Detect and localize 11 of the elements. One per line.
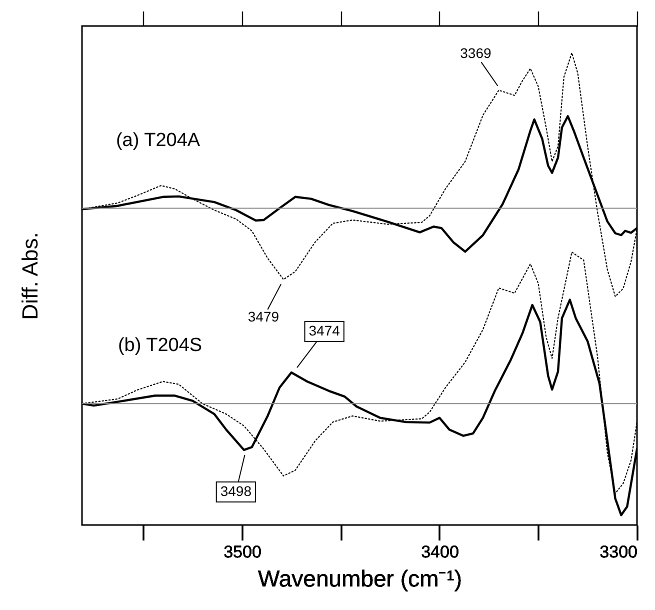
x-tick-label: 3400 [421,542,459,562]
x-tick-label: 3300 [600,542,638,562]
annotation: 3479 [248,308,280,325]
x-tick-label: 3500 [224,542,262,562]
annotation: 3369 [460,45,492,62]
y-axis-title: Diff. Abs. [18,232,42,320]
annotation: 3474 [308,322,340,339]
annotation: 3498 [220,482,252,499]
annotation: (b) T204S [118,335,202,356]
annotation: (a) T204A [116,130,200,151]
x-axis-title: Wavenumber (cm⁻¹) [258,566,462,592]
